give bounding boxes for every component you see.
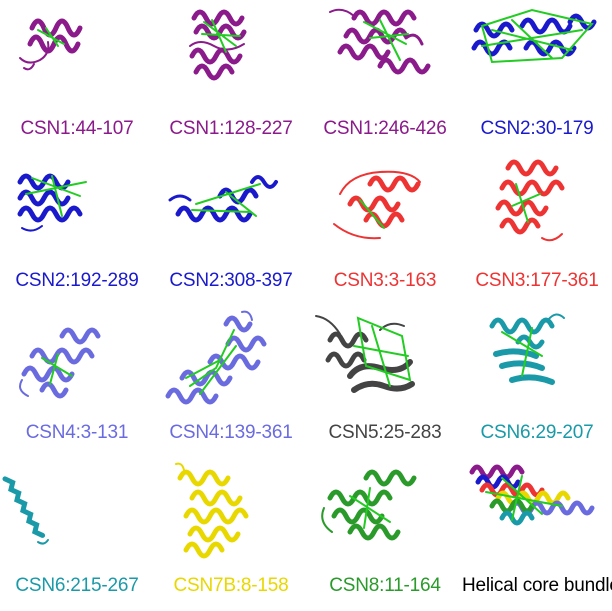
panel-csn7b-8-158: CSN7B:8-158 <box>154 458 308 611</box>
panel-label: CSN3:3-163 <box>333 270 437 291</box>
panel-csn8-11-164: CSN8:11-164 <box>308 458 462 611</box>
protein-structure-render <box>333 170 421 240</box>
protein-structure-render <box>165 310 267 405</box>
panel-label: CSN3:177-361 <box>475 270 599 291</box>
protein-structure-render <box>315 315 415 393</box>
panel-label: CSN2:30-179 <box>480 118 594 139</box>
panel-csn6-215-267: CSN6:215-267 <box>0 458 154 611</box>
panel-label: CSN1:44-107 <box>20 118 134 139</box>
panel-label: CSN2:308-397 <box>169 270 293 291</box>
panel-csn2-30-179: CSN2:30-179 <box>462 0 612 154</box>
panel-csn3-3-163: CSN3:3-163 <box>308 154 462 306</box>
panel-csn1-246-426: CSN1:246-426 <box>308 0 462 154</box>
protein-structure-render <box>489 313 565 385</box>
protein-structure-render <box>469 464 595 526</box>
protein-structure-render <box>17 173 87 232</box>
protein-structure-render <box>495 159 565 242</box>
panel-label: CSN1:246-426 <box>323 118 447 139</box>
panel-label: Helical core bundle <box>462 575 612 596</box>
panel-helical-core-bundle: Helical core bundle <box>462 458 612 611</box>
panel-label: CSN4:139-361 <box>169 422 293 443</box>
panel-csn6-29-207: CSN6:29-207 <box>462 306 612 458</box>
panel-csn2-308-397: CSN2:308-397 <box>154 154 308 306</box>
protein-structure-render <box>175 462 249 559</box>
panel-csn5-25-283: CSN5:25-283 <box>308 306 462 458</box>
panel-label: CSN4:3-131 <box>25 422 129 443</box>
protein-structure-render <box>168 175 278 223</box>
panel-label: CSN7B:8-158 <box>173 575 289 596</box>
protein-structure-render <box>19 327 101 399</box>
panel-label: CSN5:25-283 <box>328 422 442 443</box>
protein-structure-render <box>19 18 83 71</box>
panel-csn1-44-107: CSN1:44-107 <box>0 0 154 154</box>
panel-label: CSN8:11-164 <box>329 575 441 596</box>
protein-structure-render <box>189 9 247 81</box>
panel-csn4-3-131: CSN4:3-131 <box>0 306 154 458</box>
panel-label: CSN1:128-227 <box>169 118 293 139</box>
panel-csn4-139-361: CSN4:139-361 <box>154 306 308 458</box>
panel-label: CSN2:192-289 <box>15 270 139 291</box>
protein-structure-render <box>321 469 417 541</box>
protein-structure-render <box>2 476 49 545</box>
protein-structure-render <box>471 8 597 64</box>
panel-label: CSN6:215-267 <box>15 575 139 596</box>
panel-csn2-192-289: CSN2:192-289 <box>0 154 154 306</box>
panel-label: CSN6:29-207 <box>480 422 594 443</box>
protein-structure-render <box>329 8 431 75</box>
panel-csn3-177-361: CSN3:177-361 <box>462 154 612 306</box>
panel-csn1-128-227: CSN1:128-227 <box>154 0 308 154</box>
